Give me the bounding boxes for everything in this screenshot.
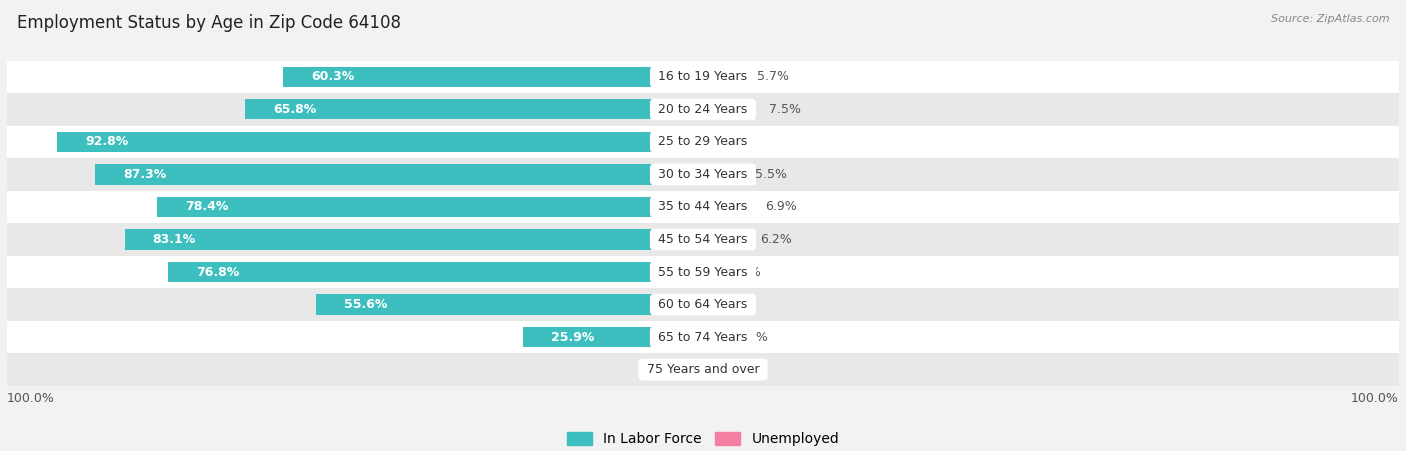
Bar [284,67,703,87]
Text: 6.9%: 6.9% [765,201,797,213]
Text: 45 to 54 Years: 45 to 54 Years [654,233,752,246]
Text: 30 to 34 Years: 30 to 34 Years [654,168,752,181]
Text: 7.5%: 7.5% [769,103,801,116]
Text: 25 to 29 Years: 25 to 29 Years [654,135,752,148]
Bar [245,99,703,120]
Bar [125,230,703,249]
Bar [7,191,1399,223]
Text: 78.4%: 78.4% [186,201,229,213]
Text: 60.3%: 60.3% [311,70,354,83]
Legend: In Labor Force, Unemployed: In Labor Force, Unemployed [567,433,839,446]
Text: 2.7%: 2.7% [735,331,768,344]
Text: 87.3%: 87.3% [124,168,166,181]
Bar [7,321,1399,353]
Text: 0.0%: 0.0% [717,363,749,376]
Text: 76.8%: 76.8% [197,266,239,279]
Text: 100.0%: 100.0% [1351,392,1399,405]
Bar [703,164,741,184]
Bar [7,223,1399,256]
Text: 65.8%: 65.8% [273,103,316,116]
Bar [7,126,1399,158]
Text: 100.0%: 100.0% [7,392,55,405]
Text: 20 to 24 Years: 20 to 24 Years [654,103,752,116]
Text: 16 to 19 Years: 16 to 19 Years [654,70,752,83]
Bar [703,67,742,87]
Bar [7,353,1399,386]
Text: 83.1%: 83.1% [152,233,195,246]
Bar [703,99,755,120]
Text: Source: ZipAtlas.com: Source: ZipAtlas.com [1271,14,1389,23]
Bar [58,132,703,152]
Text: 92.8%: 92.8% [84,135,128,148]
Text: 75 Years and over: 75 Years and over [643,363,763,376]
Bar [703,262,716,282]
Bar [523,327,703,347]
Bar [703,327,721,347]
Bar [7,288,1399,321]
Text: 55 to 59 Years: 55 to 59 Years [654,266,752,279]
Text: 0.0%: 0.0% [717,298,749,311]
Bar [703,132,710,152]
Text: 1.6%: 1.6% [654,363,685,376]
Text: Employment Status by Age in Zip Code 64108: Employment Status by Age in Zip Code 641… [17,14,401,32]
Bar [703,197,751,217]
Text: 60 to 64 Years: 60 to 64 Years [654,298,752,311]
Text: 55.6%: 55.6% [344,298,387,311]
Bar [692,359,703,380]
Bar [7,158,1399,191]
Text: 5.5%: 5.5% [755,168,787,181]
Bar [703,230,747,249]
Text: 1.0%: 1.0% [724,135,756,148]
Bar [7,256,1399,288]
Bar [169,262,703,282]
Bar [96,164,703,184]
Bar [7,60,1399,93]
Text: 35 to 44 Years: 35 to 44 Years [654,201,752,213]
Bar [7,93,1399,126]
Text: 25.9%: 25.9% [551,331,593,344]
Text: 6.2%: 6.2% [761,233,792,246]
Text: 5.7%: 5.7% [756,70,789,83]
Bar [316,295,703,315]
Text: 1.8%: 1.8% [730,266,761,279]
Text: 65 to 74 Years: 65 to 74 Years [654,331,752,344]
Bar [157,197,703,217]
